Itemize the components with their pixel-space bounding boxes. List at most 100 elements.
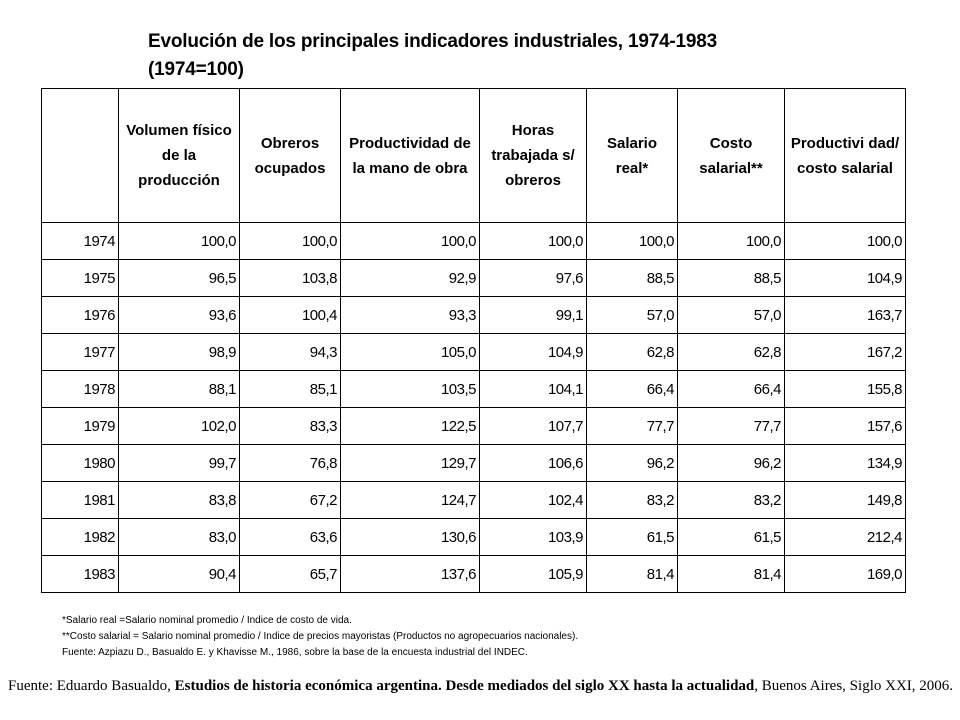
value-cell: 103,9 <box>479 518 587 556</box>
value-cell: 212,4 <box>784 518 906 556</box>
source-suffix: , Buenos Aires, Siglo XXI, 2006. <box>754 678 954 694</box>
value-cell: 100,0 <box>340 222 480 260</box>
value-cell: 100,0 <box>479 222 587 260</box>
value-cell: 100,0 <box>239 222 341 260</box>
value-cell: 105,0 <box>340 333 480 371</box>
footnote-fuente: Fuente: Azpiazu D., Basualdo E. y Khavis… <box>62 647 528 658</box>
year-cell: 1976 <box>41 296 119 334</box>
value-cell: 100,4 <box>239 296 341 334</box>
value-cell: 67,2 <box>239 481 341 519</box>
value-cell: 62,8 <box>586 333 678 371</box>
table-row: 1983 90,4 65,7 137,6 105,9 81,4 81,4 169,0 <box>41 555 906 593</box>
value-cell: 83,0 <box>118 518 240 556</box>
header-productividad: Productividad de la mano de obra <box>340 88 480 223</box>
value-cell: 104,1 <box>479 370 587 408</box>
value-cell: 94,3 <box>239 333 341 371</box>
value-cell: 100,0 <box>586 222 678 260</box>
value-cell: 88,5 <box>677 259 785 297</box>
value-cell: 122,5 <box>340 407 480 445</box>
table-row: 1981 83,8 67,2 124,7 102,4 83,2 83,2 149,8 <box>41 481 906 519</box>
year-cell: 1977 <box>41 333 119 371</box>
source-citation: Fuente: Eduardo Basualdo, Estudios de hi… <box>8 676 960 696</box>
year-cell: 1978 <box>41 370 119 408</box>
value-cell: 76,8 <box>239 444 341 482</box>
year-cell: 1980 <box>41 444 119 482</box>
value-cell: 104,9 <box>784 259 906 297</box>
value-cell: 97,6 <box>479 259 587 297</box>
value-cell: 105,9 <box>479 555 587 593</box>
year-cell: 1974 <box>41 222 119 260</box>
value-cell: 103,8 <box>239 259 341 297</box>
value-cell: 137,6 <box>340 555 480 593</box>
header-row: Volumen físico de la producción Obreros … <box>41 88 906 223</box>
value-cell: 96,2 <box>586 444 678 482</box>
value-cell: 163,7 <box>784 296 906 334</box>
value-cell: 62,8 <box>677 333 785 371</box>
value-cell: 81,4 <box>586 555 678 593</box>
value-cell: 57,0 <box>677 296 785 334</box>
source-book-title: Estudios de historia económica argentina… <box>174 678 755 694</box>
source-prefix: Fuente: Eduardo Basualdo, <box>8 678 175 694</box>
value-cell: 155,8 <box>784 370 906 408</box>
value-cell: 81,4 <box>677 555 785 593</box>
header-year <box>41 88 119 223</box>
year-cell: 1982 <box>41 518 119 556</box>
table-row: 1982 83,0 63,6 130,6 103,9 61,5 61,5 212,4 <box>41 518 906 556</box>
value-cell: 96,2 <box>677 444 785 482</box>
header-salario: Salario real* <box>586 88 678 223</box>
value-cell: 83,2 <box>586 481 678 519</box>
value-cell: 92,9 <box>340 259 480 297</box>
value-cell: 167,2 <box>784 333 906 371</box>
table-row: 1979 102,0 83,3 122,5 107,7 77,7 77,7 157,6 <box>41 407 906 445</box>
footnote-salario: *Salario real =Salario nominal promedio … <box>62 615 352 626</box>
table-row: 1980 99,7 76,8 129,7 106,6 96,2 96,2 134,9 <box>41 444 906 482</box>
value-cell: 157,6 <box>784 407 906 445</box>
value-cell: 124,7 <box>340 481 480 519</box>
year-cell: 1979 <box>41 407 119 445</box>
header-obreros: Obreros ocupados <box>239 88 341 223</box>
year-cell: 1975 <box>41 259 119 297</box>
value-cell: 100,0 <box>118 222 240 260</box>
value-cell: 63,6 <box>239 518 341 556</box>
header-costo: Costo salarial** <box>677 88 785 223</box>
value-cell: 88,5 <box>586 259 678 297</box>
value-cell: 134,9 <box>784 444 906 482</box>
value-cell: 96,5 <box>118 259 240 297</box>
value-cell: 102,4 <box>479 481 587 519</box>
value-cell: 77,7 <box>677 407 785 445</box>
value-cell: 103,5 <box>340 370 480 408</box>
value-cell: 93,6 <box>118 296 240 334</box>
title-line-2: (1974=100) <box>148 59 244 80</box>
value-cell: 107,7 <box>479 407 587 445</box>
value-cell: 100,0 <box>784 222 906 260</box>
value-cell: 57,0 <box>586 296 678 334</box>
value-cell: 98,9 <box>118 333 240 371</box>
title-line-1: Evolución de los principales indicadores… <box>148 31 718 52</box>
value-cell: 130,6 <box>340 518 480 556</box>
value-cell: 99,1 <box>479 296 587 334</box>
value-cell: 61,5 <box>586 518 678 556</box>
value-cell: 83,8 <box>118 481 240 519</box>
value-cell: 102,0 <box>118 407 240 445</box>
indicators-table: Volumen físico de la producción Obreros … <box>41 88 906 593</box>
value-cell: 149,8 <box>784 481 906 519</box>
value-cell: 90,4 <box>118 555 240 593</box>
year-cell: 1981 <box>41 481 119 519</box>
table-row: 1974 100,0 100,0 100,0 100,0 100,0 100,0 100,0 <box>41 222 906 260</box>
value-cell: 104,9 <box>479 333 587 371</box>
table-row: 1976 93,6 100,4 93,3 99,1 57,0 57,0 163,7 <box>41 296 906 334</box>
header-volumen: Volumen físico de la producción <box>118 88 240 223</box>
value-cell: 93,3 <box>340 296 480 334</box>
footnotes: *Salario real =Salario nominal promedio … <box>62 613 902 661</box>
value-cell: 61,5 <box>677 518 785 556</box>
value-cell: 77,7 <box>586 407 678 445</box>
table-row: 1977 98,9 94,3 105,0 104,9 62,8 62,8 167,2 <box>41 333 906 371</box>
value-cell: 65,7 <box>239 555 341 593</box>
header-productividad-costo: Productivi dad/ costo salarial <box>784 88 906 223</box>
footnote-costo: **Costo salarial = Salario nominal prome… <box>62 631 579 642</box>
value-cell: 66,4 <box>586 370 678 408</box>
table-row: 1975 96,5 103,8 92,9 97,6 88,5 88,5 104,9 <box>41 259 906 297</box>
table-row: 1978 88,1 85,1 103,5 104,1 66,4 66,4 155,8 <box>41 370 906 408</box>
value-cell: 169,0 <box>784 555 906 593</box>
value-cell: 100,0 <box>677 222 785 260</box>
